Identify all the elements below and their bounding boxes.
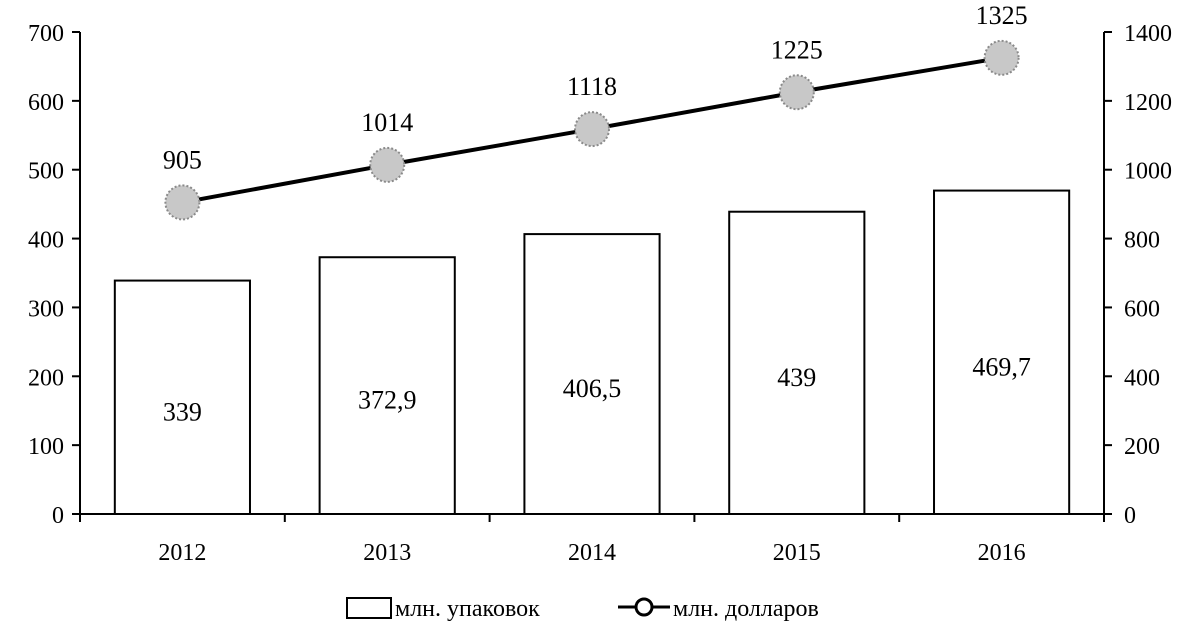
bar bbox=[523, 233, 661, 516]
line-value-label: 1325 bbox=[976, 1, 1028, 30]
x-tick-label: 2016 bbox=[978, 540, 1026, 566]
x-tick-label: 2012 bbox=[158, 540, 206, 566]
bar-value-label: 469,7 bbox=[972, 352, 1031, 381]
y-left-tick-label: 700 bbox=[28, 21, 64, 47]
bar-value-label: 439 bbox=[777, 363, 816, 392]
y-right-tick-label: 0 bbox=[1124, 503, 1136, 529]
line-value-label: 1014 bbox=[361, 108, 413, 137]
line-marker bbox=[983, 39, 1020, 76]
legend-bar-label: млн. упаковок bbox=[395, 596, 540, 622]
y-right-tick-label: 800 bbox=[1124, 228, 1160, 254]
y-right-tick-label: 200 bbox=[1124, 434, 1160, 460]
bars-layer bbox=[113, 189, 1071, 516]
line-marker bbox=[574, 111, 610, 148]
x-tick-label: 2015 bbox=[773, 540, 821, 566]
line-marker bbox=[778, 74, 815, 111]
legend-line-marker bbox=[634, 597, 654, 617]
y-left-tick-label: 300 bbox=[28, 296, 64, 322]
bar bbox=[318, 256, 456, 515]
y-left-tick-label: 600 bbox=[28, 90, 64, 116]
y-right-tick-label: 400 bbox=[1124, 365, 1160, 391]
legend-bar-swatch bbox=[346, 597, 392, 619]
bar bbox=[728, 210, 866, 516]
axes-layer: 0 100 200 300 400 500 600 700 0 200 400 600 800 1000 1… bbox=[28, 21, 1172, 566]
labels-layer: 339 372,9 406,5 439 469,7 905 1014 1118 1225 1325 bbox=[163, 1, 1031, 426]
bar-value-label: 372,9 bbox=[358, 386, 417, 415]
line-marker bbox=[164, 184, 201, 221]
y-right-tick-label: 1400 bbox=[1124, 21, 1172, 47]
y-left-tick-label: 100 bbox=[28, 434, 64, 460]
line-layer bbox=[164, 39, 1020, 221]
y-left-tick-label: 500 bbox=[28, 159, 64, 185]
y-left-tick-label: 200 bbox=[28, 365, 64, 391]
y-left-tick-label: 0 bbox=[52, 503, 64, 529]
legend: млн. упаковок млн. долларов bbox=[346, 596, 819, 622]
x-tick-label: 2014 bbox=[568, 540, 616, 566]
x-tick-label: 2013 bbox=[363, 540, 411, 566]
line-value-label: 1225 bbox=[771, 35, 823, 64]
bar-value-label: 406,5 bbox=[563, 374, 622, 403]
bar-value-label: 339 bbox=[163, 397, 202, 426]
y-right-tick-label: 600 bbox=[1124, 296, 1160, 322]
y-right-tick-label: 1000 bbox=[1124, 159, 1172, 185]
y-left-tick-label: 400 bbox=[28, 228, 64, 254]
line-marker bbox=[369, 146, 406, 183]
bar bbox=[113, 279, 251, 515]
line-value-label: 1118 bbox=[567, 72, 617, 101]
bar bbox=[933, 189, 1071, 515]
legend-line-label: млн. долларов bbox=[673, 596, 819, 622]
line-value-label: 905 bbox=[163, 145, 202, 174]
y-right-tick-label: 1200 bbox=[1124, 90, 1172, 116]
